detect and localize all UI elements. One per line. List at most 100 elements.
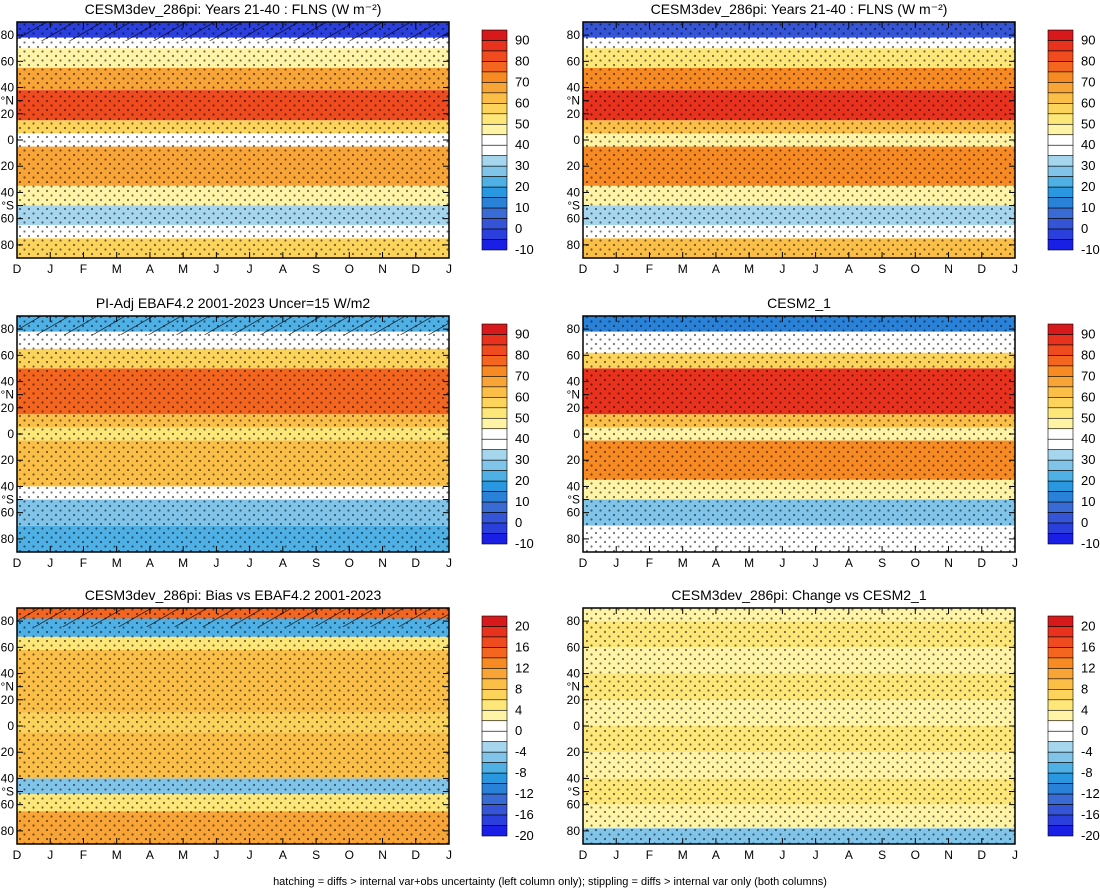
colorbar-label: -10 — [1081, 242, 1100, 257]
stipple-overlay — [583, 608, 1015, 844]
x-tick-label: D — [411, 556, 420, 570]
x-tick-label: J — [813, 848, 819, 862]
x-tick-label: S — [312, 556, 320, 570]
y-tick-label: °N — [1, 388, 14, 402]
colorbar-label: 20 — [1081, 618, 1095, 633]
colorbar-swatch — [1047, 720, 1074, 732]
y-tick-label: °S — [1, 493, 14, 507]
colorbar-swatch — [1047, 344, 1074, 356]
colorbar-swatch — [1047, 218, 1074, 230]
colorbar-label: 10 — [1081, 200, 1095, 215]
colorbar-swatch — [1047, 793, 1074, 805]
x-tick-label: A — [279, 556, 287, 570]
y-tick-label: 20 — [567, 159, 581, 173]
colorbar-label: -20 — [515, 828, 534, 843]
colorbar-swatch — [481, 92, 508, 104]
colorbar-swatch — [1047, 40, 1074, 52]
x-tick-label: J — [1012, 848, 1018, 862]
colorbar-swatch — [481, 176, 508, 188]
x-tick-label: N — [378, 556, 387, 570]
colorbar-swatch — [1047, 751, 1074, 763]
colorbar-swatch — [1047, 82, 1074, 94]
x-tick-label: F — [80, 262, 87, 276]
colorbar-swatch — [481, 113, 508, 125]
colorbar-swatch — [481, 793, 508, 805]
colorbar-swatch — [481, 772, 508, 784]
colorbar: 90 80 70 60 50 40 30 20 10 0 -10 — [1047, 29, 1100, 257]
colorbar-swatch — [481, 741, 508, 753]
x-tick-label: M — [112, 262, 122, 276]
colorbar-label: -4 — [515, 744, 527, 759]
x-tick-label: M — [678, 556, 688, 570]
colorbar-label: 50 — [1081, 116, 1095, 131]
colorbar-swatch — [1047, 804, 1074, 816]
y-tick-label: 40 — [1, 667, 15, 681]
stipple-overlay — [17, 22, 449, 258]
y-tick-label: 0 — [573, 719, 580, 733]
x-tick-label: O — [911, 848, 920, 862]
colorbar-label: 90 — [515, 32, 529, 47]
colorbar-label: 20 — [515, 179, 529, 194]
x-tick-label: A — [845, 556, 853, 570]
colorbar-swatch — [1047, 762, 1074, 774]
y-tick-label: 20 — [567, 745, 581, 759]
y-tick-label: 40 — [1, 185, 15, 199]
x-tick-label: M — [178, 556, 188, 570]
colorbar-swatch — [481, 522, 508, 534]
y-tick-label: 20 — [1, 401, 15, 415]
y-tick-label: 0 — [7, 133, 14, 147]
colorbar-swatch — [481, 480, 508, 492]
y-tick-label: 40 — [567, 479, 581, 493]
x-tick-label: J — [446, 848, 452, 862]
y-tick-label: 80 — [1, 238, 15, 252]
x-tick-label: O — [345, 556, 354, 570]
x-tick-label: J — [1012, 556, 1018, 570]
colorbar-swatch — [1047, 615, 1074, 627]
x-tick-label: D — [579, 848, 588, 862]
colorbar-swatch — [481, 751, 508, 763]
colorbar-swatch — [481, 657, 508, 669]
panel-title: CESM3dev_286pi: Bias vs EBAF4.2 2001-202… — [85, 587, 382, 603]
colorbar-swatch — [481, 449, 508, 461]
colorbar-label: 12 — [1081, 660, 1095, 675]
colorbar-label: 0 — [515, 723, 522, 738]
y-tick-label: 60 — [567, 212, 581, 226]
x-tick-label: A — [712, 262, 720, 276]
colorbar-swatch — [481, 82, 508, 94]
colorbar-label: 40 — [515, 431, 529, 446]
y-tick-label: 20 — [567, 453, 581, 467]
y-tick-label: °S — [1, 785, 14, 799]
stipple-overlay — [583, 22, 1015, 258]
colorbar: 20 16 12 8 4 0 -4 -8 -12 -16 -20 — [481, 615, 534, 843]
x-tick-label: O — [911, 556, 920, 570]
colorbar-label: 90 — [1081, 32, 1095, 47]
colorbar-label: 60 — [1081, 389, 1095, 404]
colorbar-swatch — [1047, 449, 1074, 461]
colorbar-swatch — [1047, 207, 1074, 219]
y-tick-label: 20 — [1, 745, 15, 759]
x-tick-label: J — [813, 262, 819, 276]
colorbar-label: 60 — [1081, 95, 1095, 110]
y-tick-label: 80 — [1, 28, 15, 42]
colorbar-swatch — [1047, 197, 1074, 209]
x-tick-label: O — [911, 262, 920, 276]
colorbar-swatch — [1047, 814, 1074, 826]
colorbar-swatch — [1047, 71, 1074, 83]
colorbar-swatch — [481, 762, 508, 774]
y-tick-label: 60 — [1, 798, 15, 812]
y-tick-label: 60 — [1, 212, 15, 226]
y-tick-label: 20 — [1, 453, 15, 467]
y-tick-label: 80 — [1, 322, 15, 336]
y-tick-label: 80 — [567, 322, 581, 336]
colorbar-swatch — [481, 615, 508, 627]
colorbar-swatch — [1047, 709, 1074, 722]
panel-2: CESM3dev_286pi: Years 21-40 : FLNS (W m⁻… — [567, 1, 1100, 276]
x-tick-label: A — [279, 262, 287, 276]
stipple-overlay — [17, 608, 449, 844]
x-tick-label: J — [613, 262, 619, 276]
x-tick-label: J — [446, 262, 452, 276]
colorbar-swatch — [481, 344, 508, 356]
colorbar-swatch — [1047, 365, 1074, 377]
colorbar-swatch — [1047, 512, 1074, 524]
x-tick-label: D — [977, 848, 986, 862]
